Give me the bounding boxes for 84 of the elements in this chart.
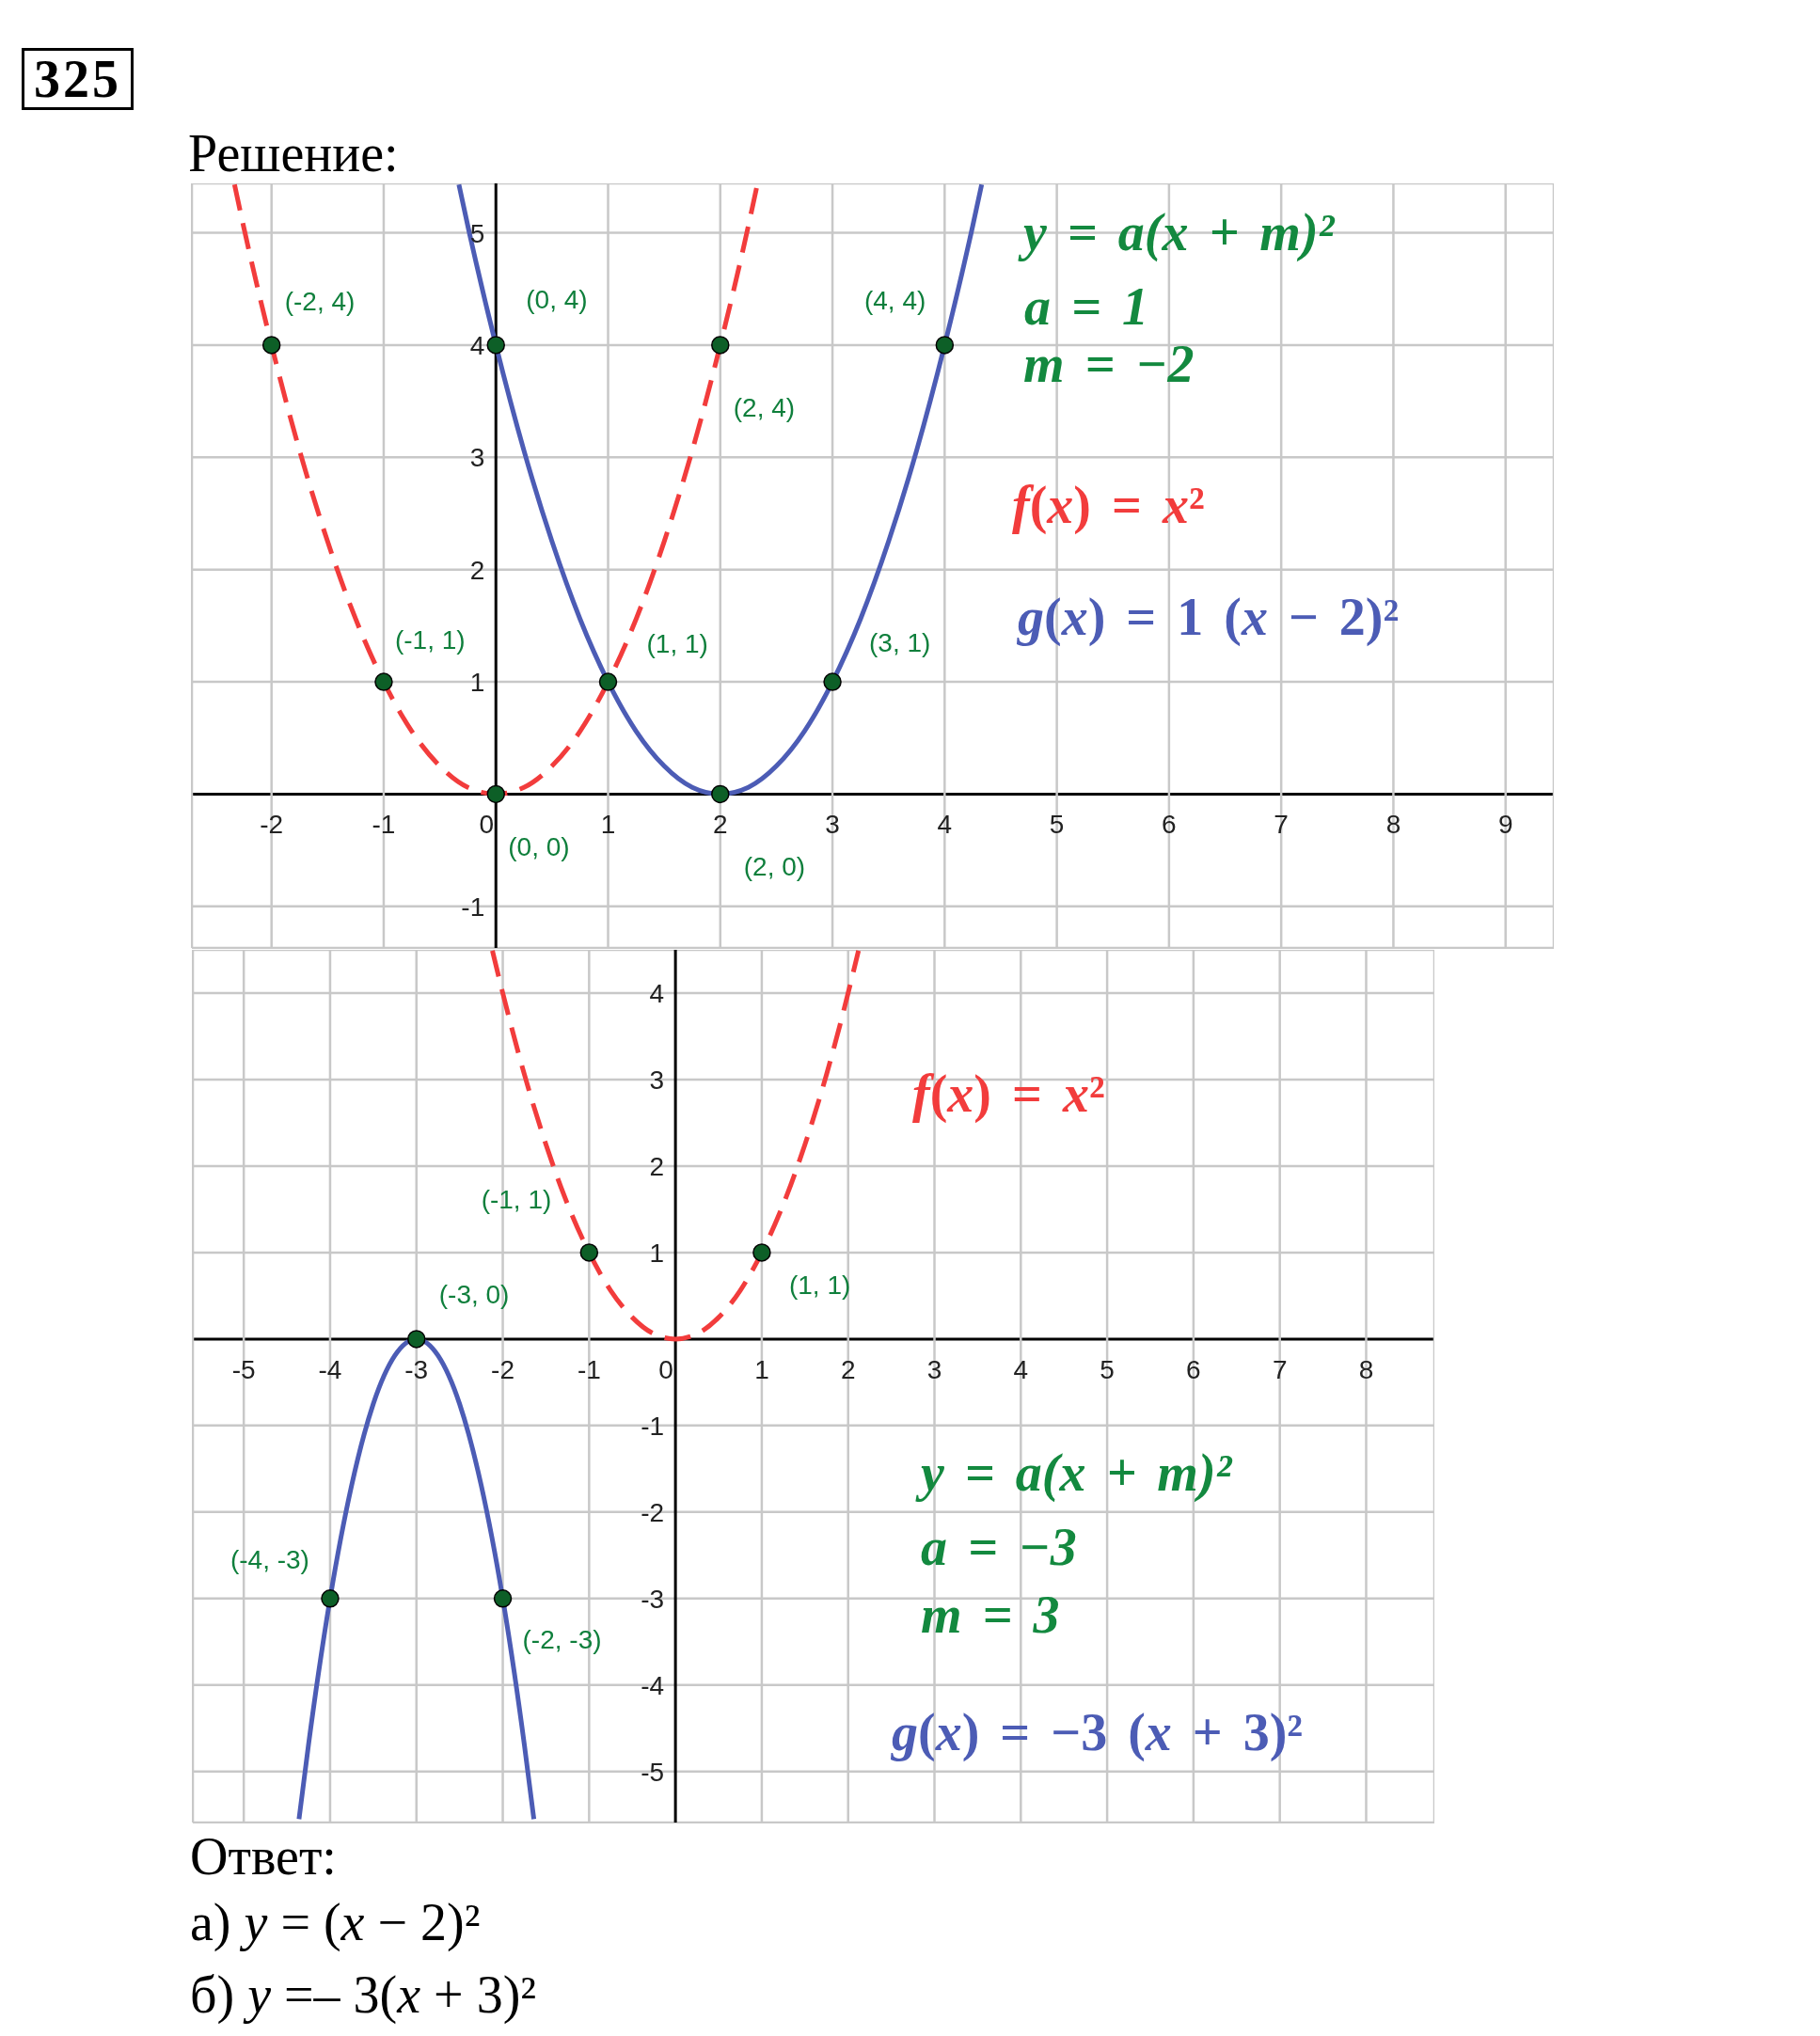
annotation: m = 3: [921, 1586, 1060, 1644]
y-tick-label: -1: [641, 1411, 665, 1441]
x-tick-label: 0: [479, 810, 495, 840]
annotation: (-2, 4): [284, 286, 356, 316]
x-tick-label: 7: [1272, 1354, 1288, 1384]
y-tick-label: 4: [649, 978, 665, 1008]
text: g(x) = −3 (x + 3)²: [890, 1703, 1304, 1762]
x-tick-label: 5: [1049, 810, 1065, 840]
point: [711, 336, 730, 355]
x-tick-label: -5: [231, 1354, 256, 1384]
point: [752, 1243, 771, 1262]
annotation: (-2, -3): [522, 1624, 602, 1654]
x-tick-label: 3: [926, 1354, 942, 1384]
point: [579, 1243, 599, 1262]
x-tick-label: 7: [1274, 810, 1289, 840]
x-tick-label: 9: [1497, 810, 1513, 840]
text: f(x) = x²: [1012, 476, 1205, 535]
y-tick-label: 3: [469, 443, 485, 473]
x-tick-label: -1: [577, 1354, 601, 1384]
y-tick-label: 3: [649, 1065, 665, 1095]
point: [486, 336, 505, 355]
y-tick-label: -1: [461, 892, 485, 922]
annotation: (2, 4): [733, 392, 796, 422]
x-tick-label: 8: [1358, 1354, 1374, 1384]
point: [486, 784, 505, 804]
annotation: (3, 1): [869, 628, 931, 658]
x-tick-label: -3: [404, 1354, 429, 1384]
x-tick-label: 1: [754, 1354, 769, 1384]
annotation: (2, 0): [743, 852, 806, 882]
annotation: a = 1: [1024, 277, 1148, 336]
y-tick-label: -4: [641, 1670, 665, 1700]
annotation: (0, 0): [508, 832, 570, 862]
point: [598, 672, 618, 691]
x-tick-label: 2: [713, 810, 728, 840]
y-tick-label: 4: [469, 330, 485, 360]
x-tick-label: 8: [1385, 810, 1401, 840]
x-tick-label: -2: [491, 1354, 514, 1384]
text: Ответ:: [190, 1827, 337, 1886]
x-tick-label: 2: [840, 1354, 856, 1384]
annotation: y = a(x + m)²: [1018, 203, 1336, 262]
annotation: (1, 1): [646, 629, 708, 659]
annotation: (1, 1): [788, 1270, 851, 1300]
annotation: (-1, 1): [481, 1184, 552, 1214]
x-tick-label: 3: [825, 810, 840, 840]
text: g(x) = 1 (x − 2)²: [1016, 588, 1400, 647]
annotation: (-1, 1): [394, 625, 466, 655]
annotation: (0, 4): [526, 284, 588, 314]
y-tick-label: 2: [649, 1151, 665, 1181]
point: [711, 784, 730, 804]
annotation: (-3, 0): [438, 1279, 510, 1309]
annotation: (-4, -3): [229, 1544, 309, 1574]
y-tick-label: -2: [641, 1497, 665, 1527]
x-tick-label: -2: [260, 810, 284, 840]
y-tick-label: 1: [649, 1238, 665, 1268]
y-tick-label: 2: [469, 555, 485, 585]
point: [374, 672, 393, 691]
point: [493, 1589, 513, 1608]
x-tick-label: 0: [658, 1354, 673, 1384]
x-tick-label: 5: [1100, 1354, 1115, 1384]
annotation: (4, 4): [863, 285, 926, 315]
text: а) y = (x − 2)²: [190, 1893, 481, 1952]
annotation: m = −2: [1023, 335, 1195, 393]
y-tick-label: 1: [469, 668, 485, 698]
x-tick-label: -1: [372, 810, 396, 840]
point: [321, 1589, 340, 1608]
point: [407, 1330, 426, 1349]
x-tick-label: 4: [937, 810, 953, 840]
x-tick-label: 6: [1162, 810, 1177, 840]
annotation: y = a(x + m)²: [915, 1444, 1233, 1503]
y-tick-label: -3: [641, 1584, 665, 1614]
y-tick-label: 5: [469, 218, 485, 248]
x-tick-label: -4: [318, 1354, 342, 1384]
x-tick-label: 6: [1186, 1354, 1201, 1384]
x-tick-label: 4: [1013, 1354, 1029, 1384]
point: [261, 336, 281, 355]
x-tick-label: 1: [600, 810, 616, 840]
point: [935, 336, 955, 355]
series-label: f(x) = x²: [912, 1065, 1105, 1124]
text: Решение:: [188, 124, 399, 182]
text: 325: [22, 48, 134, 110]
point: [823, 672, 842, 691]
annotation: a = −3: [921, 1518, 1077, 1576]
text: б) y =– 3(x + 3)²: [190, 1965, 537, 2025]
y-tick-label: -5: [641, 1757, 665, 1787]
